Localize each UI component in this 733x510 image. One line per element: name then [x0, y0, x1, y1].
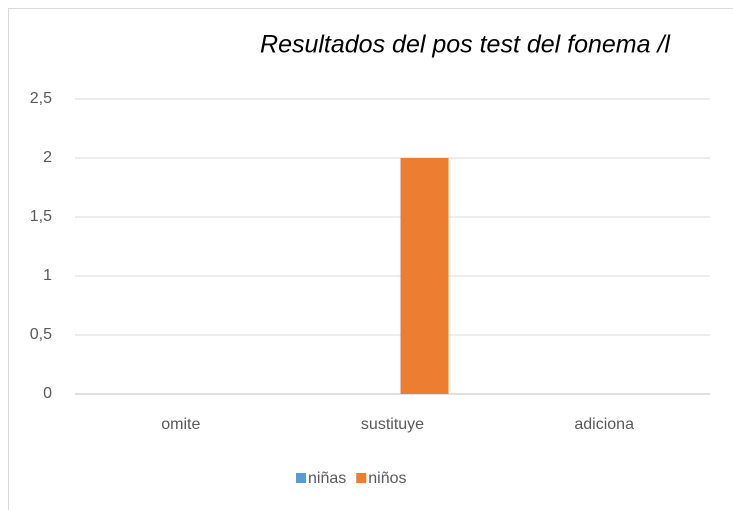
- y-tick-label: 0,5: [30, 326, 52, 343]
- y-tick-label: 0: [43, 385, 52, 402]
- y-tick-label: 1: [43, 267, 52, 284]
- chart-title: Resultados del pos test del fonema /l: [260, 31, 671, 59]
- x-tick-label: omite: [161, 416, 200, 433]
- legend-swatch: [356, 473, 367, 483]
- legend-label: niños: [368, 470, 406, 487]
- x-tick-label: adiciona: [574, 416, 634, 433]
- chart-frame: [8, 8, 733, 510]
- legend-swatch: [296, 473, 306, 483]
- legend-label: niñas: [308, 470, 346, 487]
- y-tick-label: 2,5: [30, 90, 52, 107]
- bar: [400, 158, 449, 394]
- y-tick-label: 1,5: [30, 208, 52, 225]
- x-tick-label: sustituye: [361, 416, 424, 433]
- y-tick-label: 2: [43, 149, 52, 166]
